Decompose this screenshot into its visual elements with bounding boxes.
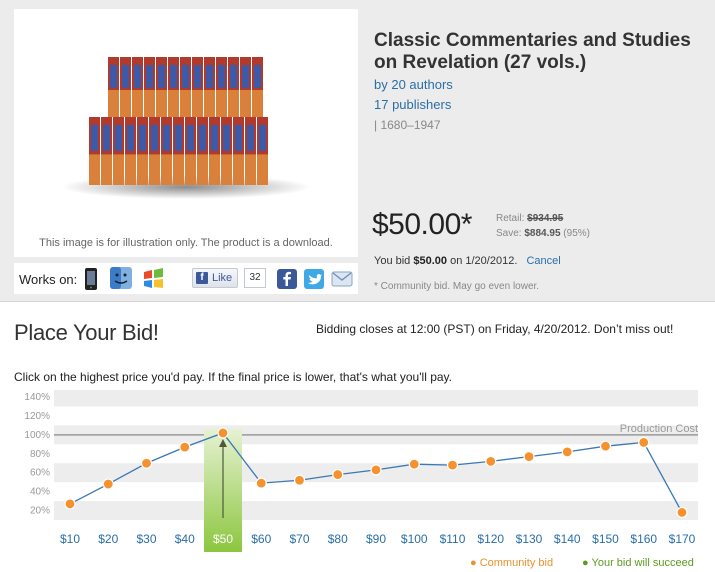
- data-point[interactable]: [370, 464, 382, 476]
- x-tick-label[interactable]: $130: [516, 532, 543, 546]
- product-title: Classic Commentaries and Studies on Reve…: [374, 30, 691, 73]
- like-label: Like: [212, 272, 233, 284]
- y-tick-label: 120%: [24, 411, 50, 422]
- data-point[interactable]: [676, 506, 688, 519]
- retail-price: Retail: $934.95: [496, 213, 563, 224]
- data-point[interactable]: [332, 468, 344, 481]
- data-point[interactable]: [217, 427, 229, 439]
- bid-instructions: Click on the highest price you'd pay. If…: [14, 370, 452, 384]
- facebook-f-icon: f: [196, 272, 208, 284]
- image-caption: This image is for illustration only. The…: [39, 237, 333, 249]
- y-tick-label: 100%: [24, 430, 50, 441]
- x-tick-label[interactable]: $80: [328, 532, 348, 546]
- data-point[interactable]: [561, 446, 573, 458]
- email-icon[interactable]: [331, 269, 353, 289]
- data-point[interactable]: [638, 436, 650, 449]
- x-tick-label[interactable]: $50: [213, 532, 233, 546]
- data-point[interactable]: [523, 451, 535, 463]
- grid-band: [54, 390, 698, 407]
- product-header: This image is for illustration only. The…: [0, 0, 715, 302]
- retail-label: Retail:: [496, 213, 525, 224]
- data-point[interactable]: [64, 498, 76, 510]
- year-range: | 1680–1947: [374, 118, 441, 132]
- place-bid-heading: Place Your Bid!: [14, 320, 159, 345]
- authors-link[interactable]: by 20 authors: [374, 77, 453, 92]
- x-tick-label[interactable]: $20: [98, 532, 118, 546]
- your-bid-status: You bid $50.00 on 1/20/2012. Cancel: [374, 255, 561, 267]
- x-tick-label[interactable]: $110: [440, 532, 466, 546]
- data-point[interactable]: [599, 440, 612, 452]
- y-tick-label: 60%: [30, 468, 50, 479]
- legend-your-bid-label: Your bid will succeed: [591, 557, 694, 569]
- x-tick-label[interactable]: $10: [60, 532, 80, 546]
- x-tick-label[interactable]: $170: [669, 532, 696, 546]
- data-point[interactable]: [293, 474, 306, 486]
- savings: Save: $884.95 (95%): [496, 228, 590, 239]
- data-point[interactable]: [255, 477, 267, 489]
- save-percent: (95%): [563, 228, 590, 239]
- like-count: 32: [244, 268, 266, 288]
- product-image-panel: This image is for illustration only. The…: [14, 9, 358, 257]
- iphone-icon[interactable]: [84, 267, 98, 291]
- legend-community-bid: ● Community bid: [470, 557, 554, 569]
- facebook-like-button[interactable]: f Like: [192, 268, 238, 288]
- y-tick-label: 80%: [30, 449, 50, 460]
- y-tick-label: 140%: [24, 392, 50, 403]
- grid-band: [54, 501, 698, 520]
- bidding-closes-text: Bidding closes at 12:00 (PST) on Friday,…: [316, 322, 674, 336]
- x-tick-label[interactable]: $120: [477, 532, 504, 546]
- x-tick-label[interactable]: $160: [630, 532, 657, 546]
- x-tick-label[interactable]: $90: [366, 532, 386, 546]
- windows-icon[interactable]: [142, 267, 166, 291]
- bid-price: $50.00*: [372, 208, 472, 241]
- data-point[interactable]: [102, 478, 114, 490]
- data-point[interactable]: [446, 459, 459, 471]
- community-bid-note: * Community bid. May go even lower.: [374, 281, 540, 292]
- selected-bid-arrowhead: [219, 438, 227, 447]
- data-point[interactable]: [140, 457, 153, 469]
- publishers-link[interactable]: 17 publishers: [374, 97, 452, 112]
- save-label: Save:: [496, 228, 522, 239]
- y-tick-label: 40%: [30, 487, 50, 498]
- y-tick-label: 20%: [30, 506, 50, 517]
- x-tick-label[interactable]: $40: [175, 532, 195, 546]
- mac-finder-icon[interactable]: [109, 266, 133, 292]
- bid-chart[interactable]: 20% 40% 60% 80% 100% 120% 140% Production Cost $…: [0, 390, 715, 572]
- you-bid-prefix: You bid: [374, 255, 411, 267]
- legend-community-bid-label: Community bid: [479, 557, 554, 569]
- book-set-image: [61, 57, 311, 199]
- x-tick-label[interactable]: $60: [251, 532, 271, 546]
- legend-your-bid-succeed: ● Your bid will succeed: [582, 557, 694, 569]
- retail-value: $934.95: [527, 213, 564, 224]
- reference-line-label: Production Cost: [620, 423, 698, 435]
- x-tick-label[interactable]: $140: [554, 532, 581, 546]
- data-point[interactable]: [408, 458, 420, 470]
- works-on-bar: Works on: f Like 32: [14, 262, 358, 294]
- you-bid-amount: $50.00: [413, 255, 448, 267]
- data-point[interactable]: [179, 441, 191, 453]
- x-tick-label[interactable]: $150: [592, 532, 619, 546]
- save-value: $884.95: [524, 228, 561, 239]
- x-tick-label[interactable]: $30: [136, 532, 156, 546]
- you-bid-suffix: on 1/20/2012.: [450, 255, 518, 267]
- facebook-icon[interactable]: [277, 269, 297, 289]
- x-tick-label[interactable]: $70: [289, 532, 309, 546]
- x-tick-label[interactable]: $100: [401, 532, 428, 546]
- data-point[interactable]: [485, 455, 497, 467]
- twitter-icon[interactable]: [304, 269, 324, 289]
- works-on-label: Works on:: [19, 272, 78, 287]
- cancel-bid-link[interactable]: Cancel: [526, 255, 561, 267]
